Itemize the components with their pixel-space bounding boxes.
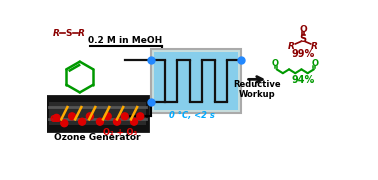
Circle shape (87, 113, 93, 120)
Circle shape (79, 118, 85, 125)
Text: O: O (312, 59, 319, 68)
Text: O: O (299, 25, 307, 34)
Text: O: O (272, 59, 279, 68)
Text: S: S (299, 34, 307, 44)
Bar (154, 52, 238, 110)
Text: 0 °C, <2 s: 0 °C, <2 s (169, 111, 215, 120)
Circle shape (113, 118, 121, 125)
Text: 94%: 94% (291, 75, 314, 85)
Bar (49, 102, 146, 125)
Circle shape (104, 113, 111, 120)
Circle shape (68, 113, 76, 120)
Text: O₂ + O₃: O₂ + O₃ (103, 128, 137, 137)
Circle shape (121, 113, 128, 120)
Text: O₂: O₂ (50, 115, 61, 124)
Circle shape (130, 118, 138, 125)
Text: 99%: 99% (291, 49, 314, 59)
Text: Reductive
Workup: Reductive Workup (233, 80, 281, 99)
Text: R: R (78, 29, 85, 38)
Text: Ozone Generator: Ozone Generator (54, 133, 141, 142)
FancyBboxPatch shape (151, 49, 241, 113)
Circle shape (61, 120, 68, 127)
Circle shape (53, 114, 60, 121)
Text: 0.2 M in MeOH: 0.2 M in MeOH (88, 36, 162, 45)
Bar (47, 96, 148, 131)
Text: R: R (288, 42, 295, 51)
Circle shape (137, 113, 144, 120)
Text: R: R (311, 42, 318, 51)
Circle shape (96, 118, 104, 125)
Text: S: S (66, 29, 72, 38)
Text: R: R (53, 29, 60, 38)
